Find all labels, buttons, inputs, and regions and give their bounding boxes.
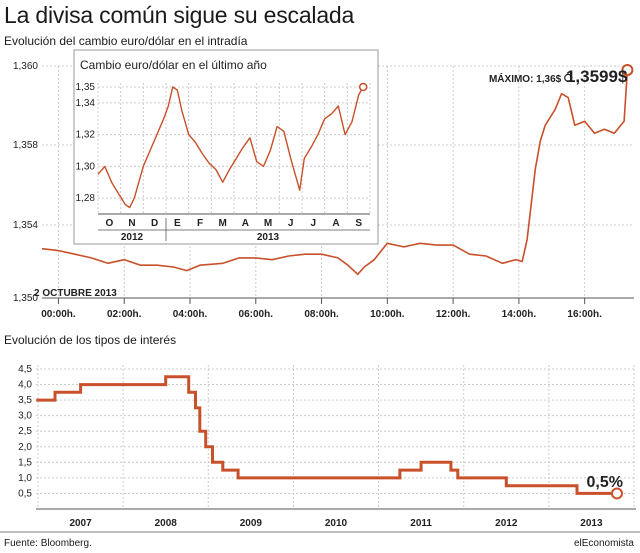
fx-xtick-label: 16:00h. [567, 309, 602, 320]
inset-ytick-label: 1,35 [76, 82, 96, 93]
fx-xtick-label: 12:00h. [436, 309, 471, 320]
fx-xtick-label: 04:00h. [173, 309, 208, 320]
chart-title: La divisa común sigue su escalada [4, 2, 355, 28]
fx-intraday-subtitle: Evolución del cambio euro/dólar en el in… [4, 34, 248, 48]
inset-ytick-label: 1,32 [76, 130, 96, 141]
fx-xtick-label: 02:00h. [107, 309, 142, 320]
fx-max-marker [564, 73, 573, 82]
inset-ytick-label: 1,34 [76, 98, 96, 109]
rates-year-label: 2012 [495, 518, 518, 529]
inset-month-label: N [128, 218, 135, 229]
fx-xtick-label: 00:00h. [41, 309, 76, 320]
inset-title: Cambio euro/dólar en el último año [80, 58, 267, 72]
rates-ytick-label: 3,5 [18, 395, 32, 406]
inset-year-label: 2012 [121, 232, 144, 243]
fx-ytick-label: 1,360 [13, 61, 38, 72]
inset-last-marker [358, 82, 368, 92]
rates-ytick-label: 1,5 [18, 457, 32, 468]
inset-month-label: F [197, 218, 203, 229]
rates-year-label: 2007 [69, 518, 92, 529]
source-note: Fuente: Bloomberg. [4, 538, 92, 549]
fx-xtick-label: 14:00h. [502, 309, 537, 320]
brand-logo: elEconomista [573, 538, 634, 549]
inset-month-label: J [311, 218, 317, 229]
fx-intraday-line [41, 69, 629, 276]
rates-subtitle: Evolución de los tipos de interés [4, 333, 177, 347]
rates-ytick-label: 4,5 [18, 364, 32, 375]
fx-xtick-label: 08:00h. [304, 309, 339, 320]
fx-max-label: MÁXIMO: 1,36$ [489, 72, 562, 85]
inset-ytick-label: 1,30 [76, 161, 96, 172]
rates-year-label: 2009 [240, 518, 263, 529]
rates-ytick-label: 1,0 [18, 473, 32, 484]
fx-last-value-label: 1,3599$ [566, 67, 628, 86]
rates-step-line [36, 375, 617, 495]
inset-month-label: J [288, 218, 294, 229]
rates-ytick-label: 2,0 [18, 442, 32, 453]
inset-year-label: 2013 [257, 232, 280, 243]
inset-month-label: M [218, 218, 226, 229]
inset-month-label: E [174, 218, 181, 229]
inset-month-label: A [332, 218, 339, 229]
rates-year-label: 2008 [155, 518, 178, 529]
inset-month-label: D [151, 218, 158, 229]
rates-ytick-label: 3,0 [18, 411, 32, 422]
inset-ytick-label: 1,28 [76, 193, 96, 204]
inset-month-label: O [105, 218, 113, 229]
rates-year-label: 2013 [580, 518, 603, 529]
fx-ytick-label: 1,358 [13, 140, 38, 151]
inset-frame [73, 49, 379, 245]
fx-last-marker [621, 63, 634, 76]
inset-month-label: A [242, 218, 249, 229]
rates-last-marker [610, 487, 623, 500]
inset-month-label: M [264, 218, 272, 229]
rates-year-label: 2011 [410, 518, 432, 529]
inset-year-line [97, 86, 364, 209]
fx-xtick-label: 10:00h. [370, 309, 405, 320]
fx-ytick-label: 1,350 [13, 293, 38, 304]
inset-month-label: S [355, 218, 362, 229]
rates-year-label: 2010 [325, 518, 348, 529]
fx-date-label: 2 OCTUBRE 2013 [34, 288, 117, 299]
fx-ytick-label: 1,354 [13, 220, 38, 231]
rates-last-value-label: 0,5% [587, 474, 623, 491]
rates-ytick-label: 2,5 [18, 426, 32, 437]
fx-xtick-label: 06:00h. [239, 309, 274, 320]
rates-ytick-label: 0,5 [18, 488, 32, 499]
rates-ytick-label: 4,0 [18, 380, 32, 391]
